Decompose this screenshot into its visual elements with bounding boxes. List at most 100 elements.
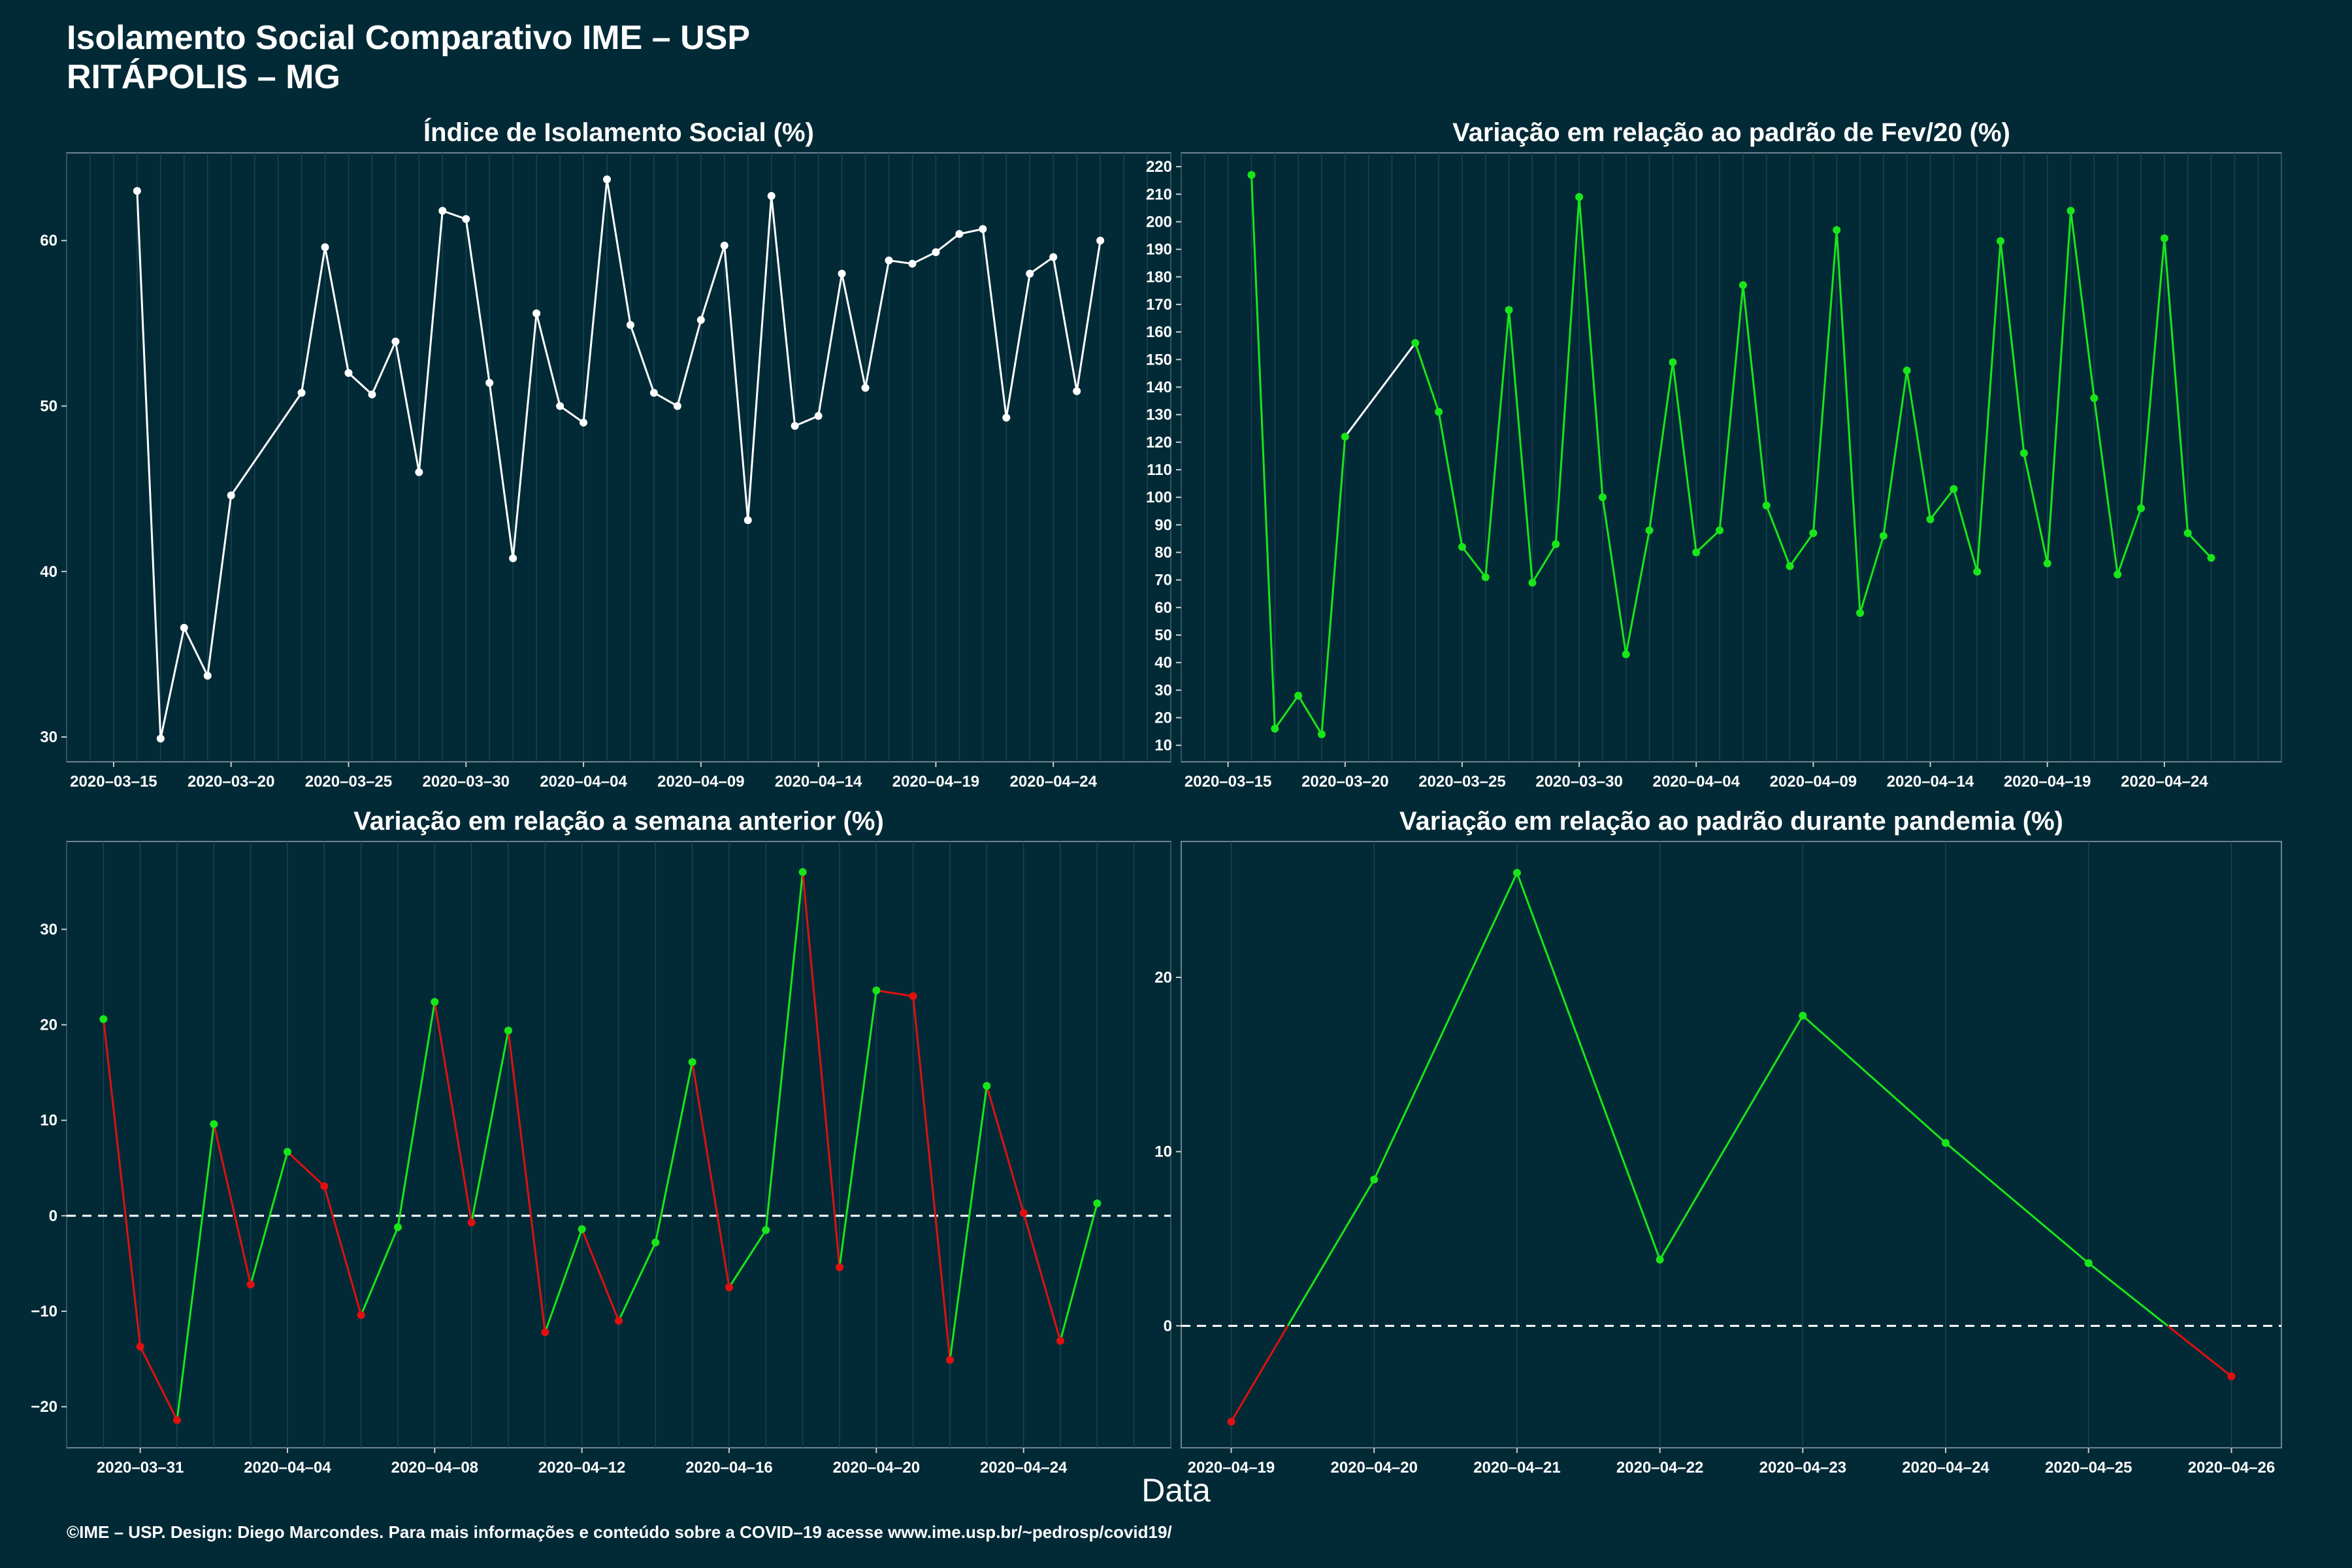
y-tick-label: 200	[1146, 213, 1172, 231]
series-segment	[889, 259, 913, 265]
data-point	[1833, 226, 1841, 235]
data-point	[1096, 237, 1105, 245]
series-segment	[747, 195, 773, 521]
data-point	[1528, 578, 1537, 587]
data-point	[1950, 485, 1958, 493]
data-point	[1575, 193, 1584, 201]
series-segment	[323, 1186, 363, 1316]
title-line-1: Isolamento Social Comparativo IME – USP	[67, 19, 751, 57]
data-point	[173, 1416, 181, 1424]
data-point	[133, 187, 141, 195]
y-tick-label: 30	[1154, 681, 1172, 699]
y-tick-label: 30	[40, 728, 57, 746]
series-segment	[841, 273, 867, 388]
data-point	[485, 379, 494, 387]
data-point	[1669, 358, 1677, 367]
data-point	[431, 998, 439, 1006]
chart-title: Isolamento Social Comparativo IME – USP …	[67, 18, 750, 97]
y-tick-label: 10	[1154, 737, 1172, 755]
x-tick-label: 2020–04–04	[1653, 773, 1740, 791]
y-tick-label: 220	[1146, 158, 1172, 176]
data-point	[2066, 206, 2075, 215]
data-point	[1656, 1256, 1664, 1264]
data-point	[814, 412, 823, 420]
series-segment	[676, 319, 702, 406]
series-segment	[465, 219, 491, 384]
data-point	[321, 243, 329, 252]
y-tick-label: 50	[40, 397, 57, 415]
series-segment	[1005, 273, 1031, 418]
x-tick-label: 2020–04–04	[244, 1459, 331, 1477]
series-segment	[700, 245, 726, 321]
data-point	[1622, 650, 1630, 659]
series-segment	[2166, 1325, 2232, 1377]
series-segment	[2140, 238, 2166, 509]
data-point	[1026, 269, 1034, 278]
data-point	[1942, 1139, 1950, 1147]
panel-variation-feb: Variação em relação ao padrão de Fev/20 …	[1146, 118, 2282, 791]
data-point	[394, 1223, 402, 1232]
data-point	[1271, 725, 1279, 733]
y-tick-label: 130	[1146, 406, 1172, 424]
series-segment	[1976, 240, 2002, 572]
y-tick-label: 80	[1154, 544, 1172, 561]
y-tick-label: 20	[40, 1017, 57, 1034]
data-point	[946, 1356, 954, 1364]
series-segment	[1648, 362, 1674, 531]
series-segment	[1274, 694, 1299, 730]
series-segment	[433, 1002, 473, 1223]
x-tick-label: 2020–04–24	[1902, 1459, 1989, 1477]
series-segment	[838, 990, 877, 1267]
series-segment	[1671, 362, 1697, 553]
series-segment	[1373, 872, 1518, 1180]
panel-variation-pandemic: Variação em relação ao padrão durante pa…	[1154, 807, 2282, 1477]
series-segment	[2187, 532, 2212, 559]
series-segment	[1789, 532, 1814, 567]
y-tick-label: 170	[1146, 296, 1172, 314]
data-point	[580, 418, 588, 427]
series-segment	[1952, 489, 1978, 572]
x-tick-label: 2020–04–14	[775, 773, 862, 791]
data-point	[1762, 501, 1771, 510]
series-segment	[488, 382, 514, 559]
data-point	[357, 1311, 365, 1319]
series-segment	[1250, 174, 1276, 729]
data-point	[2090, 394, 2099, 402]
panel-isolation-index: Índice de Isolamento Social (%) 2020–03–1…	[40, 118, 1171, 791]
data-point	[156, 734, 165, 743]
y-tick-label: 40	[1154, 654, 1172, 672]
series-segment	[1718, 285, 1744, 531]
series-segment	[985, 1085, 1025, 1213]
data-point	[1073, 387, 1081, 395]
data-point	[673, 402, 681, 410]
data-point	[1049, 253, 1058, 261]
data-point	[180, 623, 188, 632]
series-segment	[1906, 370, 1932, 520]
series-segment	[1554, 197, 1580, 544]
data-point	[1093, 1199, 1102, 1207]
series-segment	[764, 872, 804, 1230]
data-point	[391, 337, 400, 346]
data-point	[1227, 1418, 1235, 1426]
data-point	[1903, 367, 1911, 375]
data-point	[1294, 691, 1303, 700]
series-segment	[1601, 497, 1627, 655]
data-point	[1739, 281, 1747, 289]
data-point	[2183, 529, 2192, 537]
series-segment	[507, 1030, 546, 1333]
y-tick-label: 100	[1146, 489, 1172, 506]
y-tick-label: 0	[1164, 1317, 1172, 1335]
series-segment	[512, 313, 538, 559]
x-axis-label: Data	[1141, 1472, 1211, 1509]
data-point	[136, 1343, 144, 1351]
x-tick-label: 2020–04–24	[2121, 773, 2208, 791]
series-segment	[1052, 257, 1078, 391]
data-point	[1879, 532, 1887, 540]
data-point	[979, 225, 987, 233]
data-point	[767, 191, 776, 200]
data-point	[885, 256, 893, 265]
data-point	[688, 1058, 696, 1066]
data-point	[578, 1225, 586, 1233]
panel-frame	[1181, 152, 2282, 762]
y-tick-label: 70	[1154, 572, 1172, 589]
